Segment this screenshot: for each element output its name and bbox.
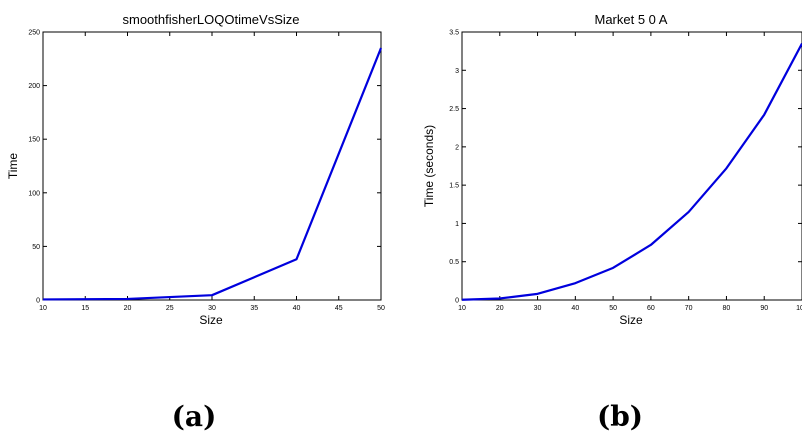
x-tick-label: 50 [377,305,385,312]
x-tick-label: 100 [796,305,802,312]
x-tick-label: 30 [208,305,216,312]
x-tick-label: 20 [496,305,504,312]
y-tick-label: 100 [28,190,40,197]
x-tick-label: 25 [166,305,174,312]
x-tick-label: 80 [723,305,731,312]
y-axis-label: Time [6,153,20,180]
x-tick-label: 40 [571,305,579,312]
series-line [461,42,802,301]
x-tick-label: 40 [293,305,301,312]
y-tick-label: 2 [455,144,459,151]
x-tick-label: 60 [647,305,655,312]
x-tick-label: 35 [250,305,258,312]
chart-title: Market 5 0 A [595,12,668,27]
x-tick-label: 45 [335,305,343,312]
chart-a: 10 15 20 25 30 35 40 45 50 0 50 100 150 200 250 smoothf… [6,12,385,327]
y-tick-label: 0 [455,298,459,305]
x-tick-label: 20 [124,305,132,312]
caption-b: (b) [596,400,644,433]
x-tick-label: 70 [685,305,693,312]
plot-frame [42,31,382,301]
x-tick-label: 10 [458,305,466,312]
series-line [42,47,383,301]
x-tick-label: 50 [609,305,617,312]
caption-a: (a) [171,400,217,433]
y-tick-label: 0 [36,298,40,305]
y-tick-label: 50 [32,244,40,251]
x-tick-label: 10 [39,305,47,312]
x-tick-label: 30 [534,305,542,312]
y-tick-label: 2.5 [449,106,459,113]
y-tick-label: 0.5 [449,259,459,266]
x-axis-label: Size [199,313,223,327]
y-tick-label: 1 [455,221,459,228]
y-tick-label: 3 [455,68,459,75]
chart-b: 10 20 30 40 50 60 70 80 90 100 0 0.5 1 1.5 2 2.5 3 3.5 Mar… [422,12,802,327]
plot-frame [461,31,802,301]
y-tick-label: 200 [28,83,40,90]
x-tick-label: 90 [760,305,768,312]
x-tick-label: 15 [81,305,89,312]
y-tick-label: 250 [28,30,40,37]
y-tick-label: 3.5 [449,30,459,37]
chart-title: smoothfisherLOQOtimeVsSize [122,12,299,27]
y-tick-label: 150 [28,137,40,144]
x-axis-label: Size [619,313,643,327]
y-axis-label: Time (seconds) [422,125,436,207]
y-tick-label: 1.5 [449,183,459,190]
